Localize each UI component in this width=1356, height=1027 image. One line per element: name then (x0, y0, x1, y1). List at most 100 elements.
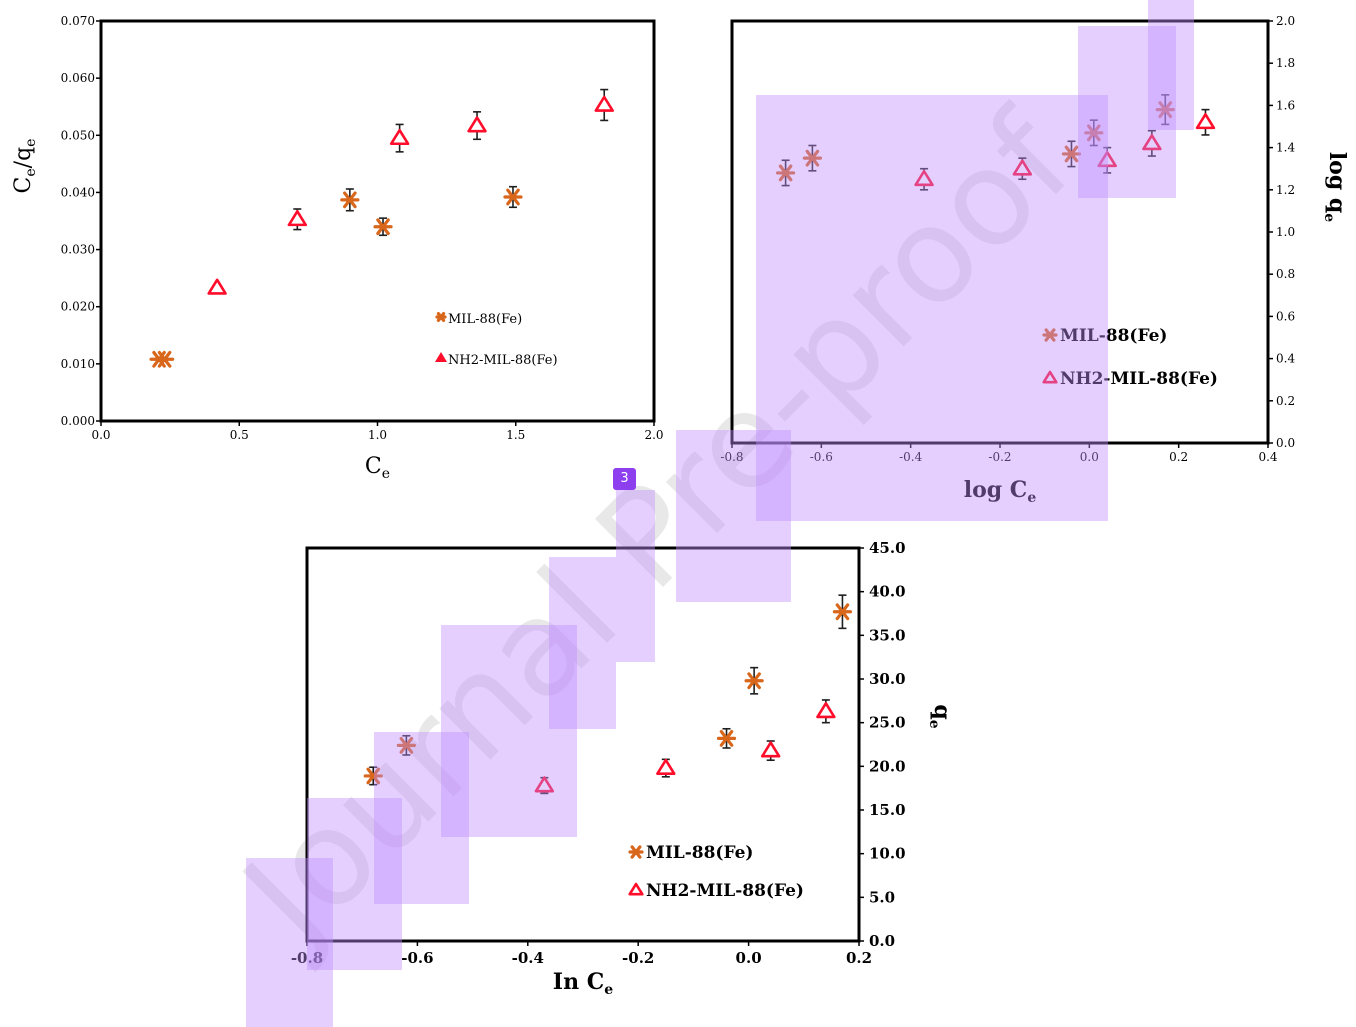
y-tick-label: 1.2 (1276, 183, 1295, 197)
y-tick-label: 0.040 (61, 185, 95, 199)
nh2-mil-88-point (656, 758, 676, 775)
mil-88-point (363, 767, 383, 785)
y-tick-label: 0.070 (61, 14, 95, 28)
legend-nh2-mil-88-label: NH2-MIL-88(Fe) (1060, 369, 1218, 389)
y-tick-label: 40.0 (869, 583, 906, 601)
legend-mil-88-symbol (1042, 328, 1058, 342)
x-tick-label: 0.4 (1258, 450, 1277, 464)
y-tick-label: 20.0 (869, 757, 906, 775)
x-tick-label: -0.2 (622, 949, 654, 967)
legend-mil-88-label: MIL-88(Fe) (448, 312, 522, 327)
legend-mil-88-label: MIL-88(Fe) (1060, 326, 1167, 346)
mil-88-point (1084, 124, 1104, 142)
highlight-region (374, 732, 469, 904)
y-tick-label: 35.0 (869, 626, 906, 644)
nh2-mil-88-point (594, 95, 614, 112)
mil-88-point (396, 736, 416, 754)
x-axis-title: Ce (365, 454, 390, 482)
x-tick-label: 0.0 (1080, 450, 1099, 464)
y-tick-label: 0.2 (1276, 394, 1295, 408)
highlight-region (1078, 26, 1176, 198)
y-tick-label: 2.0 (1276, 14, 1295, 28)
plot-frame (305, 546, 861, 943)
nh2-mil-88-point (1097, 150, 1117, 168)
x-axis-title: In Ce (553, 969, 613, 998)
y-tick-label: 1.4 (1276, 141, 1295, 155)
y-tick-label: 10.0 (869, 845, 906, 863)
x-tick-label: -0.8 (720, 450, 743, 464)
mil-88-point (1061, 145, 1082, 163)
y-axis-title: log qe (1321, 152, 1350, 222)
x-tick-label: -0.2 (988, 450, 1011, 464)
chart-2: -0.8 -0.6 -0.4 -0.2 0.0 0.2 0.40.00.20.40.60.8… (720, 14, 1350, 506)
x-tick-label: 1.5 (506, 428, 525, 442)
y-tick-label: 0.010 (61, 357, 95, 371)
highlight-region (441, 625, 577, 837)
x-tick-label: 0.2 (1169, 450, 1188, 464)
y-tick-label: 0.000 (61, 414, 95, 428)
y-tick-label: 0.050 (61, 128, 95, 142)
chart-3: -0.8 -0.6 -0.4 -0.2 0.0 0.20.05.010.015.020.0… (291, 539, 955, 998)
nh2-mil-88-point (1012, 159, 1033, 176)
mil-88-point (373, 218, 393, 236)
x-tick-label: -0.6 (401, 949, 433, 967)
x-tick-label: 0.0 (736, 949, 762, 967)
mil-88-point (744, 672, 764, 690)
x-tick-label: -0.4 (512, 949, 544, 967)
nh2-mil-88-point (760, 741, 781, 758)
y-tick-label: 45.0 (869, 539, 906, 557)
legend-mil-88-symbol (435, 312, 447, 322)
highlight-region (246, 858, 333, 1027)
nh2-mil-88-point (1142, 134, 1162, 151)
highlight-region (676, 430, 791, 602)
legend-nh2-mil-88-symbol (628, 882, 644, 896)
legend-mil-88-label: MIL-88(Fe) (646, 843, 753, 863)
nh2-mil-88-point (287, 209, 308, 227)
x-tick-label: 0.5 (230, 428, 249, 442)
mil-88-point (832, 603, 853, 621)
mil-88-point (1155, 101, 1175, 119)
legend-mil-88-symbol (628, 845, 644, 859)
mil-88-point (154, 350, 175, 368)
y-axis-title: qe (926, 704, 955, 728)
x-tick-label: 1.0 (368, 428, 387, 442)
x-tick-label: 2.0 (644, 428, 663, 442)
mil-88-point (503, 188, 523, 206)
x-tick-label: -0.4 (899, 450, 923, 464)
y-tick-label: 0.8 (1276, 267, 1295, 281)
mil-88-point (716, 729, 737, 747)
y-tick-label: 0.0 (1276, 436, 1295, 450)
y-tick-label: 0.020 (61, 300, 95, 314)
mil-88-point (340, 191, 360, 209)
x-tick-label: 0.0 (91, 428, 110, 442)
y-axis-title: Ce/qe (11, 139, 39, 194)
x-tick-label: -0.8 (291, 949, 323, 967)
y-tick-label: 0.0 (869, 932, 895, 950)
nh2-mil-88-point (534, 776, 555, 793)
nh2-mil-88-point (914, 169, 934, 187)
y-tick-label: 0.6 (1276, 309, 1295, 323)
y-tick-label: 1.6 (1276, 98, 1295, 112)
nh2-mil-88-point (207, 278, 227, 295)
page-number-badge: 3 (613, 468, 636, 490)
legend-nh2-mil-88-label: NH2-MIL-88(Fe) (448, 353, 558, 368)
x-tick-label: 0.2 (846, 949, 872, 967)
y-tick-label: 0.060 (61, 71, 95, 85)
mil-88-point (775, 164, 796, 182)
highlight-region (616, 490, 655, 662)
legend-nh2-mil-88-label: NH2-MIL-88(Fe) (646, 881, 804, 901)
nh2-mil-88-point (816, 702, 836, 719)
nh2-mil-88-point (1195, 112, 1216, 130)
nh2-mil-88-point (467, 116, 487, 133)
y-tick-label: 0.4 (1276, 352, 1295, 366)
legend-nh2-mil-88-symbol (1042, 370, 1058, 384)
highlight-region (1148, 0, 1194, 130)
x-tick-label: -0.6 (810, 450, 833, 464)
x-axis-title: log Ce (964, 477, 1037, 506)
mil-88-point (802, 149, 823, 167)
legend-nh2-mil-88-symbol (435, 352, 447, 362)
highlight-region (549, 557, 616, 729)
highlight-region (307, 798, 402, 970)
